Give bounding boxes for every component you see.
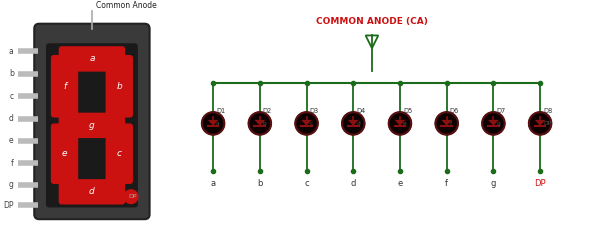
- Text: g: g: [89, 121, 95, 130]
- Text: D1: D1: [216, 108, 225, 114]
- Text: c: c: [310, 121, 313, 126]
- Text: g: g: [9, 180, 14, 190]
- Text: e: e: [398, 179, 402, 188]
- Circle shape: [202, 112, 224, 135]
- Text: a: a: [210, 179, 216, 188]
- Text: b: b: [9, 69, 14, 78]
- Text: c: c: [10, 91, 14, 101]
- Text: D4: D4: [356, 108, 365, 114]
- Circle shape: [388, 112, 411, 135]
- FancyBboxPatch shape: [51, 123, 78, 184]
- Text: b: b: [116, 82, 122, 91]
- Text: f: f: [11, 159, 14, 168]
- Text: a: a: [216, 121, 219, 126]
- Text: e: e: [403, 121, 407, 126]
- Text: f: f: [450, 121, 451, 126]
- FancyBboxPatch shape: [51, 55, 78, 118]
- Text: D7: D7: [496, 108, 505, 114]
- Text: Common Anode: Common Anode: [96, 1, 156, 10]
- Circle shape: [295, 112, 318, 135]
- Text: c: c: [117, 149, 122, 158]
- Text: d: d: [89, 187, 95, 196]
- Polygon shape: [348, 120, 359, 126]
- FancyBboxPatch shape: [59, 113, 125, 138]
- Text: d: d: [9, 114, 14, 123]
- Circle shape: [124, 190, 138, 204]
- Circle shape: [529, 112, 551, 135]
- Text: b: b: [263, 121, 267, 126]
- Text: D6: D6: [450, 108, 459, 114]
- FancyBboxPatch shape: [105, 123, 133, 184]
- FancyBboxPatch shape: [59, 179, 125, 205]
- Circle shape: [436, 112, 458, 135]
- Text: e: e: [62, 149, 67, 158]
- FancyBboxPatch shape: [46, 43, 138, 207]
- Text: D8: D8: [543, 108, 552, 114]
- Text: c: c: [304, 179, 309, 188]
- Text: DP: DP: [534, 179, 546, 188]
- Polygon shape: [534, 120, 545, 126]
- Text: g: g: [496, 121, 500, 126]
- Text: b: b: [257, 179, 262, 188]
- Text: DP: DP: [128, 194, 137, 199]
- Text: d: d: [356, 121, 360, 126]
- Text: COMMON ANODE (CA): COMMON ANODE (CA): [316, 17, 428, 26]
- Text: D3: D3: [310, 108, 319, 114]
- Polygon shape: [488, 120, 499, 126]
- Text: f: f: [445, 179, 448, 188]
- FancyBboxPatch shape: [59, 46, 125, 72]
- Text: D2: D2: [263, 108, 272, 114]
- Polygon shape: [301, 120, 312, 126]
- FancyBboxPatch shape: [105, 55, 133, 118]
- Text: DP: DP: [3, 201, 14, 210]
- Text: DP: DP: [543, 121, 551, 126]
- Text: f: f: [63, 82, 66, 91]
- Circle shape: [342, 112, 364, 135]
- Polygon shape: [395, 120, 405, 126]
- Text: d: d: [350, 179, 356, 188]
- Text: a: a: [89, 54, 95, 63]
- Text: e: e: [9, 136, 14, 146]
- FancyBboxPatch shape: [35, 24, 150, 219]
- Polygon shape: [208, 120, 219, 126]
- Text: a: a: [9, 47, 14, 56]
- Circle shape: [482, 112, 505, 135]
- Polygon shape: [255, 120, 265, 126]
- Text: D5: D5: [403, 108, 412, 114]
- Circle shape: [248, 112, 271, 135]
- Text: g: g: [491, 179, 496, 188]
- Polygon shape: [441, 120, 452, 126]
